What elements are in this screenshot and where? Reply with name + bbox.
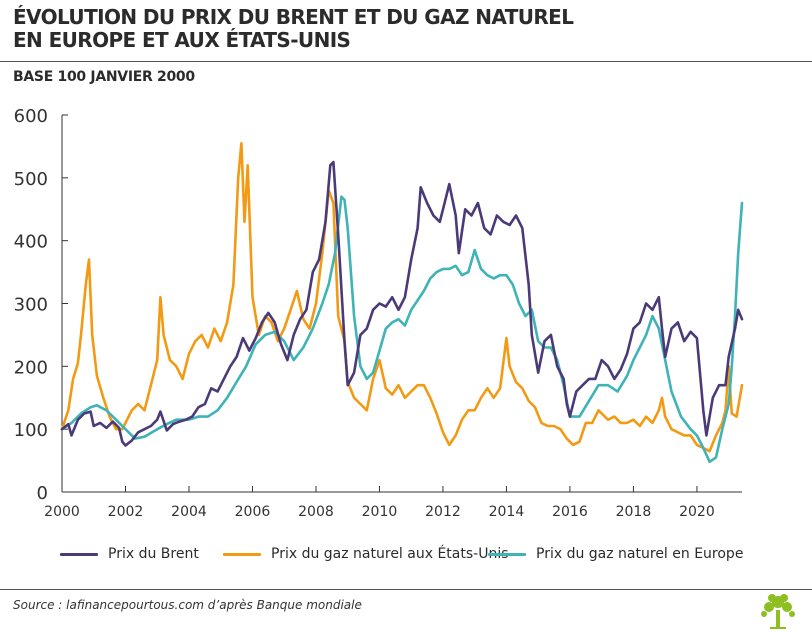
x-tick-label: 2006: [235, 504, 271, 520]
x-tick-label: 2018: [616, 504, 652, 520]
y-tick-label: 200: [14, 357, 48, 378]
y-tick-label: 600: [14, 106, 48, 127]
series-line-gas-us: [60, 142, 744, 453]
x-tick-label: 2008: [298, 504, 334, 520]
x-tick-label: 2000: [44, 504, 80, 520]
y-tick-label: 0: [37, 483, 48, 504]
legend-item-gas-eu: Prix du gaz naturel en Europe: [488, 546, 743, 562]
series-line-gas-eu: [60, 195, 744, 464]
x-tick-label: 2010: [362, 504, 398, 520]
bottom-divider: [0, 589, 812, 590]
x-tick-label: 2002: [108, 504, 144, 520]
y-tick-label: 500: [14, 169, 48, 190]
top-divider: [0, 61, 812, 62]
title-line-1: ÉVOLUTION DU PRIX DU BRENT ET DU GAZ NAT…: [13, 5, 574, 29]
legend-swatch-gas-us: [223, 552, 261, 556]
legend-label-brent: Prix du Brent: [108, 546, 199, 562]
source-note: Source : lafinancepourtous.com d’après B…: [13, 598, 362, 612]
chart-title: ÉVOLUTION DU PRIX DU BRENT ET DU GAZ NAT…: [13, 6, 793, 52]
x-tick-label: 2004: [171, 504, 207, 520]
legend-label-gas-eu: Prix du gaz naturel en Europe: [536, 546, 744, 562]
legend-item-brent: Prix du Brent: [60, 546, 199, 562]
legend-swatch-gas-eu: [488, 552, 526, 556]
chart-subtitle: BASE 100 JANVIER 2000: [13, 69, 195, 85]
x-tick-label: 2016: [552, 504, 588, 520]
legend-item-gas-us: Prix du gaz naturel aux États-Unis: [223, 546, 509, 562]
legend-swatch-brent: [60, 552, 98, 556]
y-tick-label: 100: [14, 420, 48, 441]
y-tick-label: 400: [14, 232, 48, 253]
legend-label-gas-us: Prix du gaz naturel aux États-Unis: [271, 546, 509, 562]
series-line-brent: [60, 160, 744, 447]
x-tick-label: 2020: [679, 504, 715, 520]
title-line-2: EN EUROPE ET AUX ÉTATS-UNIS: [13, 28, 351, 52]
y-tick-label: 300: [14, 295, 48, 316]
chart-legend: Prix du Brent Prix du gaz naturel aux Ét…: [0, 546, 812, 576]
x-tick-label: 2012: [425, 504, 461, 520]
tree-logo-icon: [761, 594, 795, 629]
x-tick-label: 2014: [489, 504, 525, 520]
